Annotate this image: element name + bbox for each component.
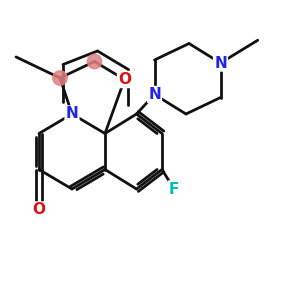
Circle shape xyxy=(53,71,67,85)
Text: N: N xyxy=(214,56,227,70)
Text: O: O xyxy=(118,72,131,87)
Text: N: N xyxy=(66,106,78,122)
Text: O: O xyxy=(32,202,46,217)
Text: F: F xyxy=(169,182,179,196)
Circle shape xyxy=(87,54,102,69)
Text: N: N xyxy=(148,87,161,102)
